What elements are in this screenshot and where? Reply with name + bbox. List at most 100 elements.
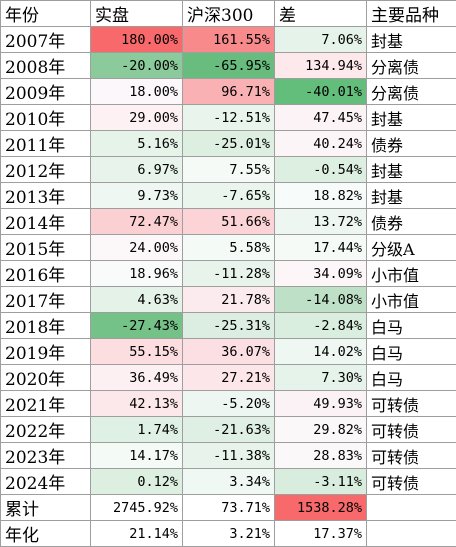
table-row: 2009年 18.00% 96.71% -40.01% 分离债 xyxy=(0,78,456,105)
style-cell: 可转债 xyxy=(366,390,456,417)
actual-return-cell: 14.17% xyxy=(90,442,183,469)
year-cell: 2015年 xyxy=(0,234,91,261)
hs300-return-cell: 21.78% xyxy=(182,286,275,313)
style-cell: 可转债 xyxy=(366,468,456,495)
style-cell: 分级A xyxy=(366,234,456,261)
table-row: 2007年 180.00% 161.55% 7.06% 封基 xyxy=(0,26,456,53)
header-actual: 实盘 xyxy=(90,0,183,27)
style-cell: 白马 xyxy=(366,338,456,365)
header-year: 年份 xyxy=(0,0,91,27)
style-cell: 封基 xyxy=(366,182,456,209)
style-cell: 封基 xyxy=(366,156,456,183)
summary-diff-cell: 1538.28% xyxy=(274,494,367,521)
style-cell: 分离债 xyxy=(366,78,456,105)
year-cell: 2014年 xyxy=(0,208,91,235)
year-cell: 2009年 xyxy=(0,78,91,105)
hs300-return-cell: 3.34% xyxy=(182,468,275,495)
diff-cell: 7.30% xyxy=(274,364,367,391)
table-row: 2011年 5.16% -25.01% 40.24% 债券 xyxy=(0,130,456,157)
diff-cell: 47.45% xyxy=(274,104,367,131)
table-row: 2023年 14.17% -11.38% 28.83% 可转债 xyxy=(0,442,456,469)
summary-actual-cell: 21.14% xyxy=(90,520,183,547)
table-row: 2017年 4.63% 21.78% -14.08% 小市值 xyxy=(0,286,456,313)
hs300-return-cell: -21.63% xyxy=(182,416,275,443)
summary-row: 累计 2745.92% 73.71% 1538.28% xyxy=(0,494,456,521)
table-row: 2024年 0.12% 3.34% -3.11% 可转债 xyxy=(0,468,456,495)
year-cell: 2019年 xyxy=(0,338,91,365)
actual-return-cell: 42.13% xyxy=(90,390,183,417)
summary-row: 年化 21.14% 3.21% 17.37% xyxy=(0,520,456,547)
table-row: 2021年 42.13% -5.20% 49.93% 可转债 xyxy=(0,390,456,417)
year-cell: 2011年 xyxy=(0,130,91,157)
hs300-return-cell: -25.01% xyxy=(182,130,275,157)
diff-cell: 18.82% xyxy=(274,182,367,209)
table-row: 2020年 36.49% 27.21% 7.30% 白马 xyxy=(0,364,456,391)
actual-return-cell: 0.12% xyxy=(90,468,183,495)
actual-return-cell: 18.00% xyxy=(90,78,183,105)
actual-return-cell: 36.49% xyxy=(90,364,183,391)
actual-return-cell: 5.16% xyxy=(90,130,183,157)
hs300-return-cell: -65.95% xyxy=(182,52,275,79)
diff-cell: 134.94% xyxy=(274,52,367,79)
year-cell: 2022年 xyxy=(0,416,91,443)
year-cell: 2010年 xyxy=(0,104,91,131)
diff-cell: 40.24% xyxy=(274,130,367,157)
year-cell: 2020年 xyxy=(0,364,91,391)
summary-style-cell xyxy=(366,520,456,547)
table-row: 2012年 6.97% 7.55% -0.54% 封基 xyxy=(0,156,456,183)
table-row: 2008年 -20.00% -65.95% 134.94% 分离债 xyxy=(0,52,456,79)
style-cell: 小市值 xyxy=(366,260,456,287)
style-cell: 债券 xyxy=(366,208,456,235)
diff-cell: 49.93% xyxy=(274,390,367,417)
summary-label-cell: 累计 xyxy=(0,494,91,521)
actual-return-cell: 9.73% xyxy=(90,182,183,209)
table-row: 2014年 72.47% 51.66% 13.72% 债券 xyxy=(0,208,456,235)
header-style: 主要品种 xyxy=(366,0,456,27)
year-cell: 2013年 xyxy=(0,182,91,209)
actual-return-cell: -27.43% xyxy=(90,312,183,339)
year-cell: 2012年 xyxy=(0,156,91,183)
style-cell: 小市值 xyxy=(366,286,456,313)
table-row: 2022年 1.74% -21.63% 29.82% 可转债 xyxy=(0,416,456,443)
table-row: 2016年 18.96% -11.28% 34.09% 小市值 xyxy=(0,260,456,287)
summary-label-cell: 年化 xyxy=(0,520,91,547)
actual-return-cell: 1.74% xyxy=(90,416,183,443)
actual-return-cell: 29.00% xyxy=(90,104,183,131)
table-row: 2019年 55.15% 36.07% 14.02% 白马 xyxy=(0,338,456,365)
actual-return-cell: 72.47% xyxy=(90,208,183,235)
hs300-return-cell: -25.31% xyxy=(182,312,275,339)
diff-cell: -3.11% xyxy=(274,468,367,495)
diff-cell: 29.82% xyxy=(274,416,367,443)
diff-cell: -0.54% xyxy=(274,156,367,183)
style-cell: 白马 xyxy=(366,364,456,391)
header-row: 年份 实盘 沪深300 差 主要品种 xyxy=(0,0,456,27)
style-cell: 白马 xyxy=(366,312,456,339)
style-cell: 债券 xyxy=(366,130,456,157)
actual-return-cell: 18.96% xyxy=(90,260,183,287)
diff-cell: 14.02% xyxy=(274,338,367,365)
summary-diff-cell: 17.37% xyxy=(274,520,367,547)
hs300-return-cell: -12.51% xyxy=(182,104,275,131)
year-cell: 2021年 xyxy=(0,390,91,417)
diff-cell: 17.44% xyxy=(274,234,367,261)
year-cell: 2018年 xyxy=(0,312,91,339)
table-row: 2015年 24.00% 5.58% 17.44% 分级A xyxy=(0,234,456,261)
year-cell: 2016年 xyxy=(0,260,91,287)
actual-return-cell: 24.00% xyxy=(90,234,183,261)
style-cell: 封基 xyxy=(366,104,456,131)
diff-cell: 13.72% xyxy=(274,208,367,235)
diff-cell: -40.01% xyxy=(274,78,367,105)
diff-cell: -2.84% xyxy=(274,312,367,339)
table-row: 2018年 -27.43% -25.31% -2.84% 白马 xyxy=(0,312,456,339)
table-row: 2010年 29.00% -12.51% 47.45% 封基 xyxy=(0,104,456,131)
header-hs300: 沪深300 xyxy=(182,0,275,27)
style-cell: 可转债 xyxy=(366,442,456,469)
diff-cell: 34.09% xyxy=(274,260,367,287)
diff-cell: 7.06% xyxy=(274,26,367,53)
summary-hs300-cell: 73.71% xyxy=(182,494,275,521)
style-cell: 封基 xyxy=(366,26,456,53)
style-cell: 分离债 xyxy=(366,52,456,79)
hs300-return-cell: 27.21% xyxy=(182,364,275,391)
